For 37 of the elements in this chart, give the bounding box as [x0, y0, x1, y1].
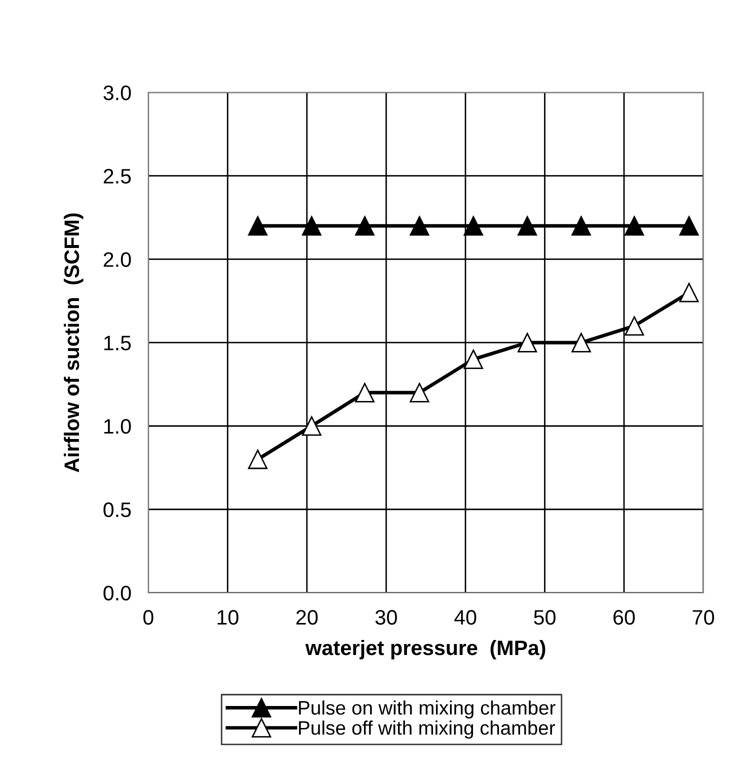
point — [464, 350, 484, 370]
point — [571, 216, 591, 236]
legend-label: Pulse off with mixing chamber — [299, 720, 556, 739]
point — [624, 216, 644, 236]
point — [302, 416, 322, 436]
y-tick-label: 1.0 — [104, 418, 131, 434]
point — [302, 216, 322, 236]
y-tick-label: 2.5 — [104, 168, 131, 184]
point — [355, 216, 374, 236]
point — [355, 382, 374, 402]
x-tick-label: 40 — [454, 610, 476, 625]
x-tick-label: 0 — [143, 610, 154, 625]
x-tick-label: 20 — [296, 610, 318, 625]
x-tick-label: 70 — [692, 610, 714, 625]
x-tick-label: 30 — [375, 610, 397, 625]
point — [624, 316, 644, 336]
y-axis-title: Airflow of suction (SCFM) — [64, 213, 84, 472]
y-tick-label: 3.0 — [104, 85, 131, 100]
point — [410, 382, 430, 402]
x-tick-label: 10 — [218, 610, 238, 625]
x-tick-label: 50 — [534, 610, 556, 625]
point — [248, 216, 268, 236]
point — [464, 216, 484, 236]
point — [518, 216, 538, 236]
point — [410, 216, 430, 236]
y-tick-label: 0.0 — [104, 586, 131, 601]
point — [679, 216, 699, 236]
point — [679, 282, 699, 302]
point — [518, 332, 538, 352]
legend-label: Pulse on with mixing chamber — [299, 700, 556, 719]
y-tick-label: 2.0 — [104, 252, 131, 267]
point — [248, 450, 268, 470]
x-tick-label: 60 — [613, 610, 635, 625]
y-tick-label: 0.5 — [104, 502, 131, 518]
y-tick-label: 1.5 — [104, 336, 131, 350]
x-axis-title: waterjet pressure (MPa) — [305, 640, 546, 660]
point — [571, 332, 591, 352]
